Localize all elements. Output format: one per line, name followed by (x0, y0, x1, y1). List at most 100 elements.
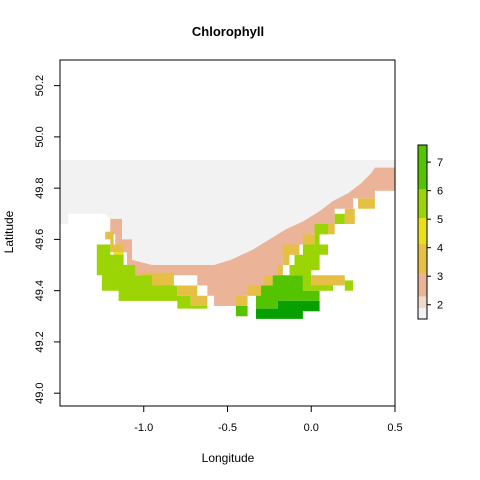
legend-tick-label: 5 (437, 214, 443, 226)
legend-swatch (418, 313, 427, 317)
heatmap-region-c5 (344, 280, 354, 291)
y-axis: 49.0 49.2 49.4 49.6 49.8 50.0 50.2 (34, 75, 60, 404)
legend-swatch (418, 200, 427, 204)
x-axis-label: Longitude (202, 451, 255, 465)
legend-tick-label: 2 (437, 300, 443, 312)
legend-tick-label: 4 (437, 243, 443, 255)
legend-swatch (418, 232, 427, 236)
legend-swatch (418, 298, 427, 303)
legend-swatch (418, 223, 427, 227)
legend-tick-label: 7 (437, 157, 443, 169)
legend-swatch (418, 153, 427, 158)
x-tick-label: 0.0 (304, 422, 319, 434)
legend-swatch (418, 185, 427, 190)
heatmap-region-c3 (235, 244, 300, 306)
heatmap-region-c7 (256, 300, 320, 319)
y-tick-label: 49.8 (34, 177, 46, 198)
legend-swatch (418, 194, 427, 198)
legend-swatch (418, 205, 427, 210)
legend-swatch (418, 240, 427, 245)
legend-swatch (418, 197, 427, 201)
color-legend: 2 3 4 5 6 7 (417, 144, 443, 320)
legend-swatch (418, 269, 427, 274)
legend-swatch (418, 304, 427, 308)
legend-swatch (418, 229, 427, 233)
legend-swatch (418, 147, 427, 152)
y-tick-label: 49.2 (34, 331, 46, 352)
legend-swatch (418, 191, 427, 195)
legend-swatch (418, 258, 427, 262)
legend-swatch (418, 214, 427, 219)
legend-swatch (418, 281, 427, 285)
legend-swatch (418, 162, 427, 166)
heatmap-region-c5 (289, 224, 333, 291)
legend-swatch (418, 284, 427, 288)
heatmap-region-c3 (358, 198, 375, 209)
x-tick-label: -0.5 (218, 422, 237, 434)
heatmap-region-c6 (235, 306, 248, 317)
legend-swatch (418, 307, 427, 311)
legend-swatch (418, 188, 427, 192)
x-tick-label: 0.5 (387, 422, 402, 434)
legend-swatch (418, 220, 427, 224)
legend-frame (417, 144, 428, 320)
legend-swatch (418, 301, 427, 306)
y-tick-label: 49.0 (34, 382, 46, 403)
legend-swatch (418, 226, 427, 230)
legend-tick-label: 3 (437, 271, 443, 283)
heatmap-region-c5 (334, 213, 345, 224)
heatmap-region-c3 (311, 275, 345, 286)
legend-swatch (418, 165, 427, 169)
legend-swatch (418, 246, 427, 250)
legend-swatch (418, 275, 427, 279)
legend-swatch (418, 145, 427, 149)
legend-swatch (418, 150, 427, 155)
y-tick-label: 50.2 (34, 75, 46, 96)
legend-swatch (418, 278, 427, 282)
y-tick-label: 50.0 (34, 126, 46, 147)
legend-swatch (418, 292, 427, 297)
legend-swatch (418, 263, 427, 268)
legend-swatch (418, 261, 427, 265)
legend-swatch (418, 310, 427, 314)
heatmap-region-c3 (140, 272, 208, 306)
legend-swatch (418, 208, 427, 213)
x-tick-label: -1.0 (134, 422, 153, 434)
legend-swatch (418, 266, 427, 271)
legend-swatch (418, 159, 427, 163)
legend-swatch (418, 316, 427, 320)
legend-swatch (418, 272, 427, 277)
heatmap-region-c2 (110, 167, 396, 306)
legend-swatch (418, 156, 427, 161)
heatmap-region-c3 (302, 234, 315, 245)
legend-swatch (418, 182, 427, 187)
y-tick-label: 49.4 (34, 280, 46, 301)
legend-swatch (418, 203, 427, 207)
y-axis-label: Latitude (2, 210, 16, 253)
legend-swatch (418, 290, 427, 294)
legend-swatch (418, 174, 427, 178)
legend-swatch (418, 211, 427, 216)
x-axis: -1.0 -0.5 0.0 0.5 (134, 406, 403, 434)
legend-swatch (418, 249, 427, 253)
heatmap-region-c6 (256, 275, 320, 309)
legend-swatch (418, 295, 427, 300)
heatmap-region-c1 (60, 160, 395, 271)
legend-swatch (418, 243, 427, 248)
chart-title: Chlorophyll (192, 24, 264, 39)
heatmap-region-c5 (96, 244, 208, 309)
heatmap-region-c3 (105, 231, 124, 253)
heatmap-region-c3 (344, 208, 355, 224)
legend-swatch (418, 237, 427, 242)
legend-swatch (418, 234, 427, 239)
legend-swatch (418, 179, 427, 184)
legend-swatch (418, 255, 427, 259)
legend-swatch (418, 168, 427, 172)
legend-swatch (418, 252, 427, 256)
y-tick-label: 49.6 (34, 229, 46, 250)
legend-swatch (418, 287, 427, 291)
legend-swatch (418, 176, 427, 181)
plot-area (60, 160, 396, 319)
legend-tick-label: 6 (437, 186, 443, 198)
